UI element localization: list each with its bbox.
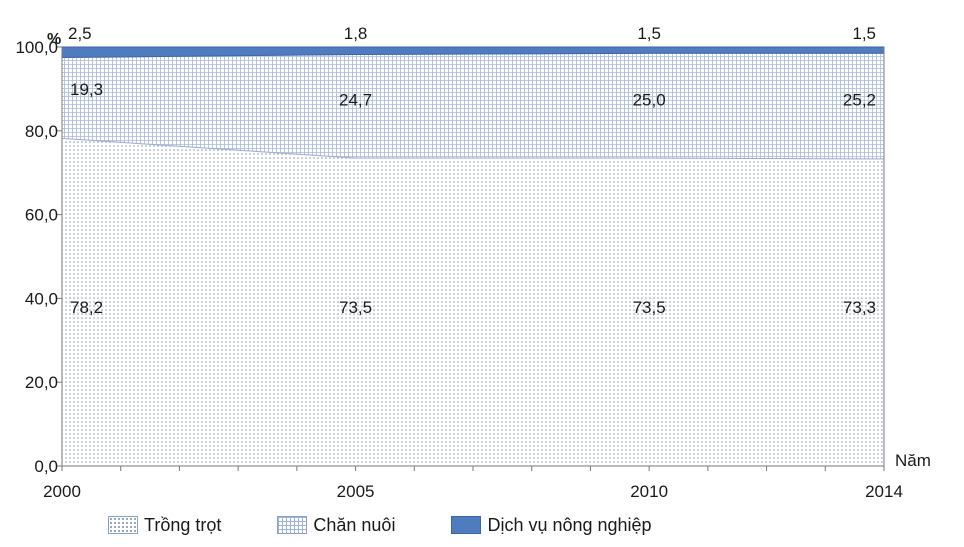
data-label-series-0: 73,3	[843, 298, 876, 317]
data-label-series-2: 1,8	[344, 24, 368, 43]
area-series-0	[61, 137, 885, 467]
legend-item-trong-trot: Trồng trọt	[108, 515, 221, 536]
data-label-series-2: 2,5	[68, 24, 92, 43]
x-tick-label: 2000	[43, 482, 81, 501]
data-label-series-0: 78,2	[70, 298, 103, 317]
data-label-series-2: 1,5	[637, 24, 661, 43]
legend-swatch-chan-nuoi	[277, 516, 308, 534]
data-label-series-1: 24,7	[339, 91, 372, 110]
area-series-1	[61, 52, 885, 160]
y-tick-label: 80,0	[25, 122, 58, 141]
data-label-series-0: 73,5	[339, 298, 372, 317]
data-label-series-1: 19,3	[70, 80, 103, 99]
y-tick-label: 20,0	[25, 373, 58, 392]
y-tick-label: 60,0	[25, 206, 58, 225]
data-label-series-1: 25,2	[843, 91, 876, 110]
x-axis-title: Năm	[895, 451, 931, 470]
data-label-series-2: 1,5	[852, 24, 876, 43]
data-label-series-1: 25,0	[633, 91, 666, 110]
legend-item-chan-nuoi: Chăn nuôi	[277, 515, 395, 536]
legend-label-trong-trot: Trồng trọt	[144, 514, 222, 535]
legend-item-dich-vu: Dịch vụ nông nghiệp	[451, 514, 652, 536]
legend-swatch-dich-vu	[451, 516, 482, 534]
y-tick-label: 40,0	[25, 289, 58, 308]
y-axis-unit: %	[47, 31, 61, 48]
chart-legend: Trồng trọt Chăn nuôi Dịch vụ nông nghiệp	[108, 510, 708, 540]
x-tick-label: 2010	[630, 482, 668, 501]
legend-label-dich-vu: Dịch vụ nông nghiệp	[487, 514, 652, 535]
y-tick-label: 0,0	[34, 457, 58, 476]
legend-label-chan-nuoi: Chăn nuôi	[313, 514, 396, 535]
x-tick-label: 2014	[865, 482, 903, 501]
legend-swatch-trong-trot	[108, 516, 138, 534]
x-tick-label: 2005	[337, 482, 375, 501]
y-tick-label: 100,0	[15, 38, 58, 57]
data-label-series-0: 73,5	[633, 298, 666, 317]
